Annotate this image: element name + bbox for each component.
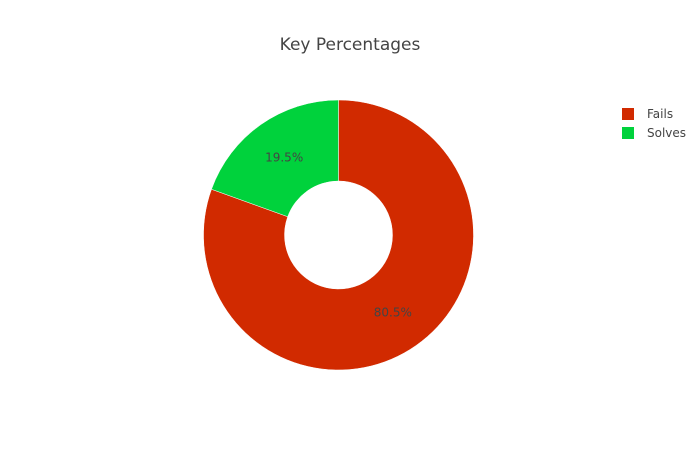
chart-title: Key Percentages <box>280 35 421 55</box>
legend: Fails Solves <box>622 107 686 140</box>
legend-item-fails[interactable]: Fails <box>622 107 673 121</box>
slice-label-fails: 80.5% <box>374 305 412 319</box>
legend-label-solves: Solves <box>647 126 686 140</box>
legend-label-fails: Fails <box>647 107 673 121</box>
legend-swatch-solves <box>622 127 634 139</box>
slices-group <box>203 99 474 371</box>
legend-swatch-fails <box>622 108 634 120</box>
slice-solves[interactable] <box>211 99 339 218</box>
legend-item-solves[interactable]: Solves <box>622 126 686 140</box>
slice-label-solves: 19.5% <box>265 151 303 165</box>
slice-labels-group: 80.5% 19.5% <box>265 151 412 320</box>
